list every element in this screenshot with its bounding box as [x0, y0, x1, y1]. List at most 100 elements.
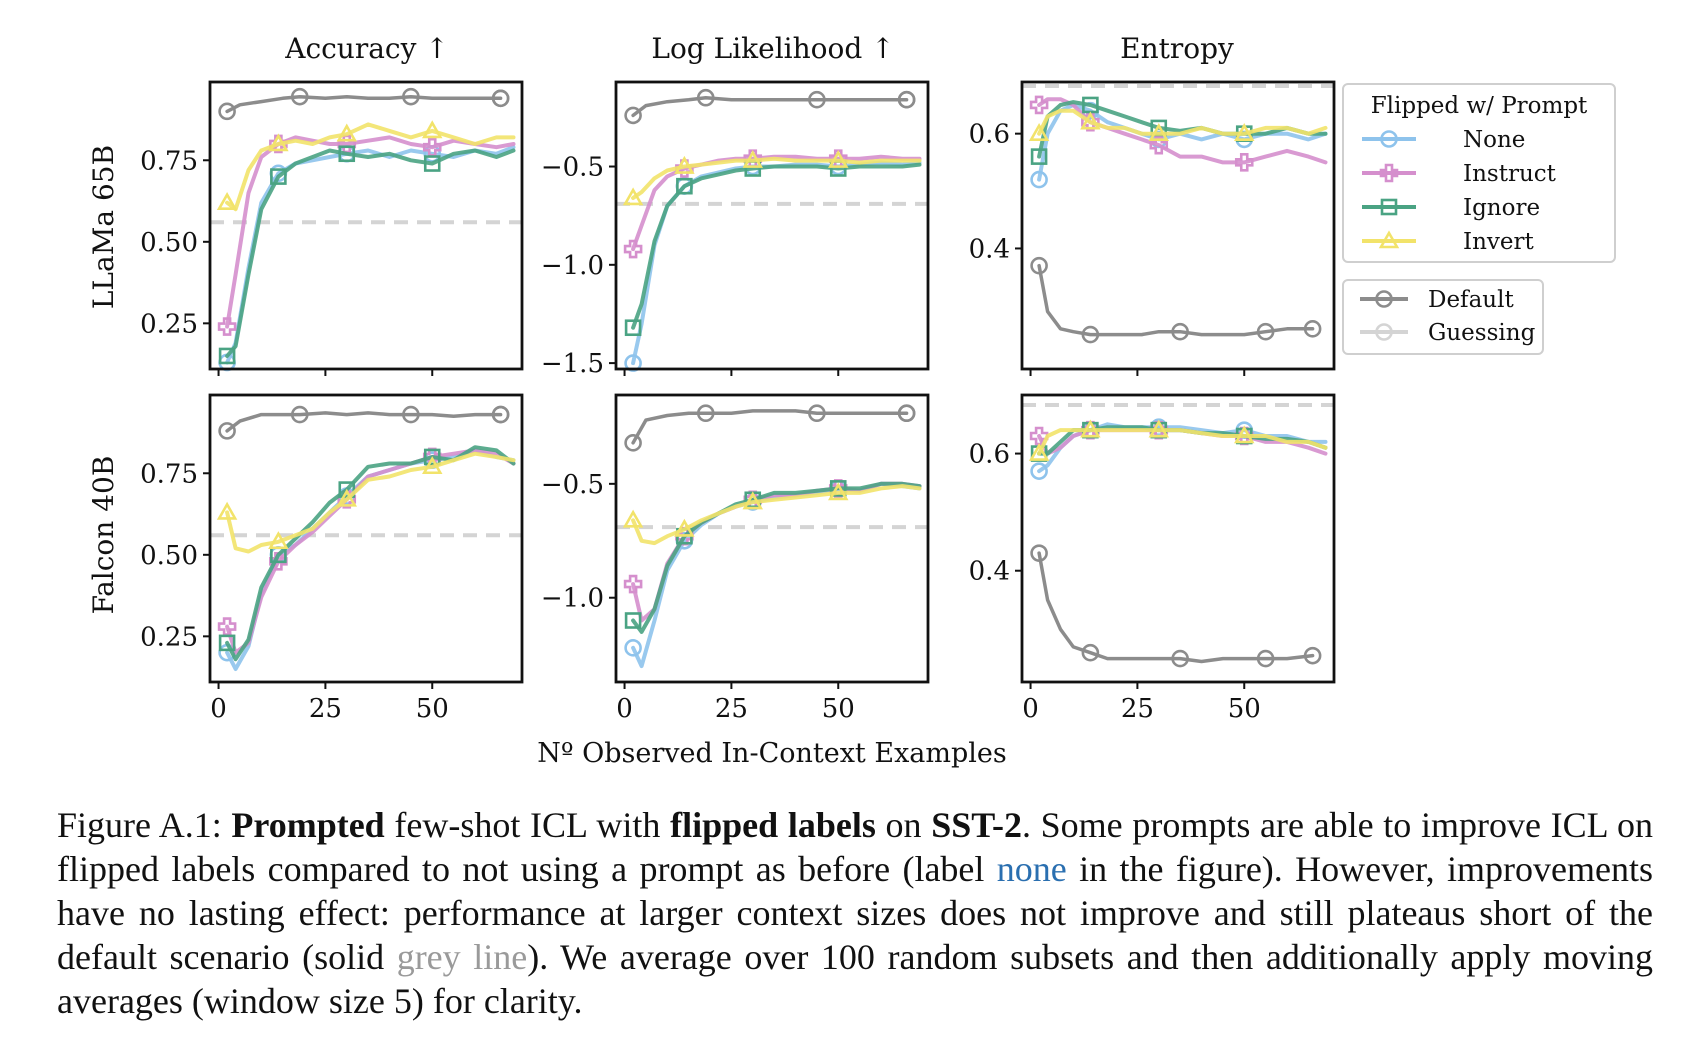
series-line-default	[631, 409, 909, 445]
marker-default	[808, 90, 826, 109]
marker-invert	[828, 150, 849, 168]
figure-caption: Figure A.1: Prompted few-shot ICL with f…	[57, 803, 1653, 1023]
legend-marker-none	[1380, 130, 1398, 148]
legend-label-instruct: Instruct	[1463, 161, 1557, 187]
marker-ignore	[338, 481, 356, 498]
caption-grey-line: grey line	[396, 937, 528, 977]
marker-default	[897, 404, 916, 423]
series-line-invert	[225, 122, 516, 212]
caption-text-5: ). We average over 100 random subsets an…	[57, 937, 1654, 1021]
marker-default	[1303, 320, 1322, 338]
series-line-invert	[1037, 428, 1328, 456]
marker-default	[218, 422, 236, 440]
legend-marker-ignore	[1380, 198, 1398, 216]
marker-none	[624, 639, 642, 657]
x-tick-label: 50	[416, 694, 449, 724]
marker-ignore	[218, 634, 236, 652]
series-line-ignore	[631, 481, 922, 634]
marker-default	[897, 90, 916, 109]
marker-default	[1303, 646, 1322, 665]
caption-text-3: . Some prompts are able to improve ICL o…	[57, 805, 1653, 889]
marker-invert	[622, 509, 644, 528]
legend-frame	[1342, 83, 1616, 263]
marker-invert	[1080, 419, 1101, 438]
marker-invert	[1234, 425, 1255, 444]
marker-default	[290, 405, 309, 424]
marker-instruct	[1029, 95, 1049, 115]
marker-invert	[268, 133, 289, 152]
legend-label-guessing: Guessing	[1428, 320, 1536, 346]
panel-falcon-40b-log-likelihood: −1.0 −0.5 0 25 50	[541, 393, 930, 724]
x-tick-label: 0	[1022, 694, 1039, 724]
legend-label-invert: Invert	[1463, 229, 1534, 255]
marker-default	[696, 404, 715, 423]
y-tick-label: 0.6	[969, 120, 1010, 150]
series-line-invert	[225, 451, 516, 554]
legend-title: Flipped w/ Prompt	[1371, 93, 1588, 119]
y-tick-label: 0.75	[140, 146, 198, 176]
marker-invert	[1028, 123, 1050, 141]
legend-marker-invert	[1378, 230, 1400, 249]
caption-bold-flipped: flipped labels	[670, 805, 876, 845]
x-tick-label: 25	[1121, 694, 1154, 724]
panel-llama-65b-accuracy: 0.25 0.50 0.75	[140, 80, 524, 376]
marker-invert	[216, 501, 238, 520]
marker-instruct	[422, 137, 442, 157]
column-title-entropy: Entropy	[1120, 32, 1234, 65]
series-line-instruct	[225, 135, 516, 329]
marker-invert	[216, 192, 238, 210]
row-label-falcon-40b: Falcon 40B	[87, 456, 120, 615]
axes-frame	[208, 80, 524, 371]
y-tick-label: 0.75	[140, 459, 198, 489]
y-tick-label: −0.5	[541, 153, 604, 183]
marker-ignore	[423, 448, 441, 466]
marker-invert	[742, 150, 764, 168]
y-tick-label: 0.4	[969, 234, 1010, 264]
marker-instruct	[623, 239, 643, 259]
legend-label-ignore: Ignore	[1463, 195, 1540, 221]
caption-text-4: in the figure). However, improvements ha…	[57, 849, 1653, 977]
y-tick-label: −1.5	[541, 349, 604, 379]
marker-invert	[1148, 419, 1170, 438]
marker-instruct	[623, 574, 643, 594]
caption-bold-dataset: SST-2	[931, 805, 1022, 845]
marker-instruct	[1149, 135, 1169, 155]
axes-frame	[1020, 393, 1336, 684]
series-line-default	[225, 411, 503, 433]
series-line-none	[225, 145, 516, 365]
marker-ignore	[218, 347, 236, 365]
marker-ignore	[423, 155, 441, 172]
series-line-none	[631, 481, 922, 669]
y-tick-label: 0.25	[140, 309, 198, 339]
marker-default	[1171, 649, 1189, 668]
marker-ignore	[676, 177, 693, 195]
x-tick-label: 25	[715, 694, 748, 724]
marker-invert	[674, 518, 695, 537]
marker-ignore	[624, 612, 642, 629]
column-title-log-likelihood: Log Likelihood ↑	[651, 32, 894, 65]
panel-falcon-40b-entropy: 0.4 0.6 0 25 50	[969, 393, 1336, 724]
y-tick-label: −1.0	[541, 251, 604, 281]
marker-invert	[422, 120, 443, 139]
marker-default	[491, 405, 510, 424]
series-line-default	[225, 94, 503, 114]
legend-flipped-prompt: Flipped w/ Prompt None Instruct Ignore Inver…	[1342, 83, 1616, 263]
marker-invert	[268, 531, 289, 550]
marker-invert	[742, 491, 764, 510]
marker-default	[218, 102, 236, 121]
marker-instruct	[1234, 153, 1254, 172]
caption-link-none[interactable]: none	[996, 849, 1067, 889]
marker-invert	[336, 123, 358, 142]
series-line-default	[1037, 263, 1315, 337]
figure: Accuracy ↑ Log Likelihood ↑ Entropy LLaMa …	[87, 32, 1616, 769]
caption-text-2: on	[875, 805, 932, 845]
marker-instruct	[217, 317, 237, 336]
marker-ignore	[338, 145, 356, 163]
x-tick-label: 0	[210, 694, 227, 724]
marker-none	[624, 354, 642, 372]
series-line-invert	[631, 156, 922, 200]
marker-default	[491, 89, 510, 108]
marker-invert	[422, 456, 443, 475]
marker-default	[402, 87, 420, 106]
marker-default	[1171, 322, 1189, 341]
